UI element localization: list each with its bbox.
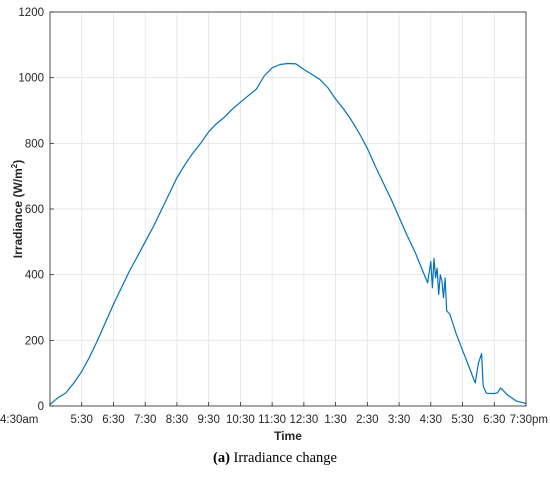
x-tick-label: 8:30 [166,414,188,426]
caption-label: (a) [213,450,230,466]
y-tick-label: 200 [25,335,44,347]
x-tick-label: 4:30am [0,414,38,426]
y-axis-ticks: 0 200 400 600 800 1000 1200 [18,7,54,413]
y-tick-label: 0 [38,401,44,413]
plot-frame [49,11,527,407]
y-tick-label: 800 [25,138,44,150]
series-line-irradiance [49,62,527,405]
x-tick-label: 12:30 [289,414,318,426]
caption-text: Irradiance change [229,450,337,466]
x-axis-title: Time [274,429,302,443]
x-tick-label: 2:30 [356,414,378,426]
x-tick-label: 3:30 [388,414,410,426]
y-tick-label: 1000 [18,73,44,85]
x-tick-label: 9:30 [197,414,219,426]
x-tick-label: 4:30 [420,414,442,426]
x-tick-label: 7:30pm [510,414,548,426]
figure-caption: (a) Irradiance change [0,450,550,467]
x-tick-label: 10:30 [226,414,255,426]
x-tick-label: 6:30 [102,414,124,426]
y-tick-label: 1200 [18,7,44,19]
x-tick-label: 5:30 [71,414,93,426]
x-tick-label: 5:30 [451,414,473,426]
x-tick-label: 11:30 [258,414,286,426]
y-tick-label: 400 [25,270,44,282]
x-tick-label: 7:30 [134,414,156,426]
y-tick-label: 600 [25,204,44,216]
x-tick-label: 6:30 [483,414,505,426]
x-tick-label: 1:30 [324,414,346,426]
x-axis-ticks: 4:30am 5:30 6:30 7:30 8:30 9:30 10:30 11:30 12:3… [0,402,548,426]
grid [49,11,527,407]
y-axis-title: Irradiance (W/m2) [10,160,25,258]
